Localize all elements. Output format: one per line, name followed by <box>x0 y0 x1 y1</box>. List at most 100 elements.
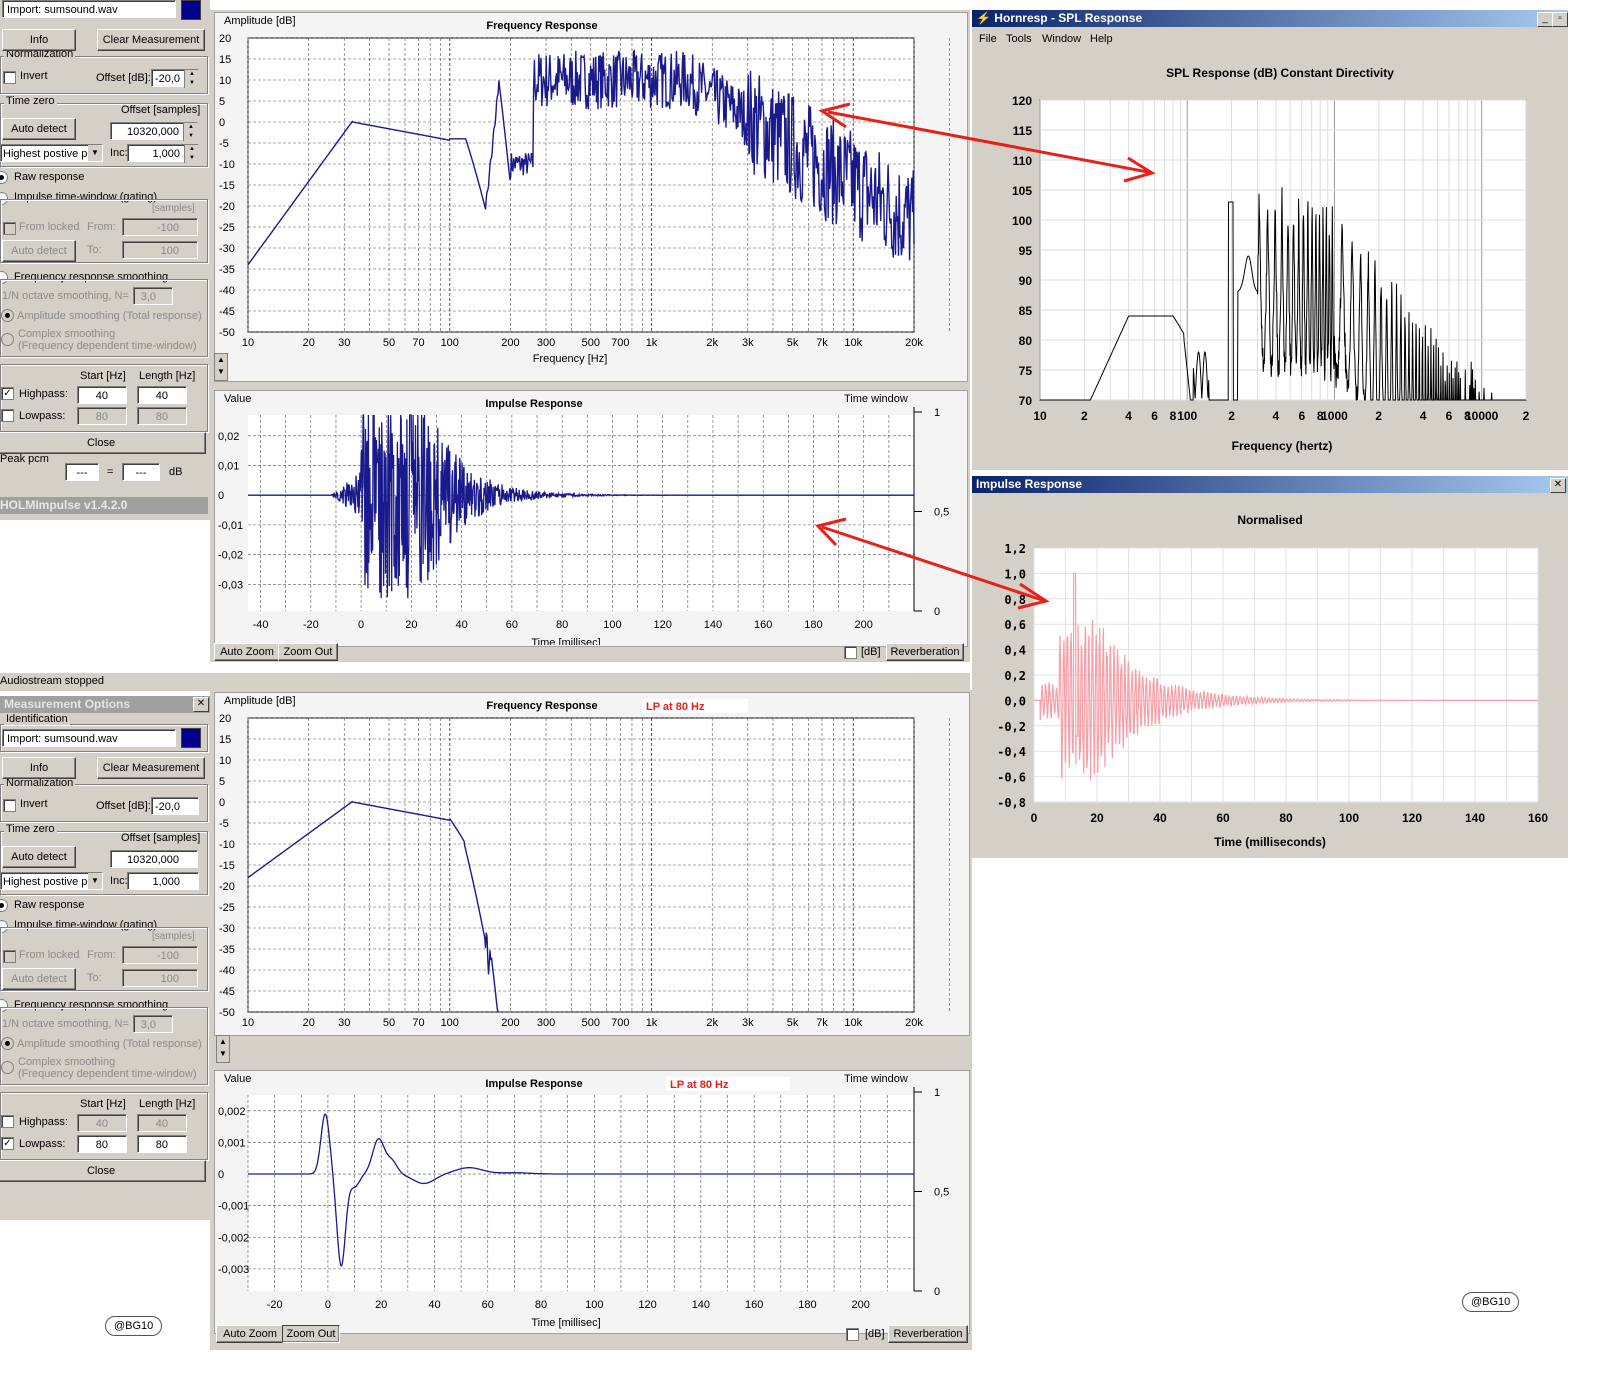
hp-length-field-2[interactable]: 40 <box>137 1114 187 1132</box>
freq-smoothing-radio[interactable] <box>0 271 8 284</box>
identification-label: Identification <box>4 713 70 725</box>
x-tick-label: 3k <box>742 337 754 349</box>
lp-length-field-2[interactable]: 80 <box>137 1135 187 1153</box>
auto-zoom-button[interactable]: Auto Zoom <box>214 643 280 661</box>
reverberation-button-2[interactable]: Reverberation <box>888 1325 968 1343</box>
db-check-label-2: [dB] <box>865 1328 885 1340</box>
y-tick-label: 20 <box>219 713 231 725</box>
lowpass-checkbox-2[interactable]: ✓ <box>1 1137 14 1150</box>
from-locked-checkbox[interactable] <box>3 222 16 235</box>
raw-response-radio-2[interactable] <box>0 899 8 912</box>
x-tick-label: 160 <box>1528 811 1548 825</box>
x-tick-label: 4 <box>1420 409 1427 423</box>
color-swatch-2[interactable] <box>181 728 201 748</box>
close-button-2[interactable]: Close <box>0 1160 206 1182</box>
peak-mode-select-2[interactable]: Highest postive pe <box>0 872 103 890</box>
auto-detect-gating-button[interactable]: Auto detect <box>2 240 76 262</box>
lp-start-field[interactable]: 80 <box>77 407 127 425</box>
scroll-arrows[interactable]: ▲ ▼ <box>214 353 228 381</box>
auto-zoom-button-2[interactable]: Auto Zoom <box>216 1325 284 1343</box>
inc-field-2[interactable]: 1,000 <box>127 872 199 890</box>
right-tick-label: 0,5 <box>934 1187 949 1199</box>
invert-checkbox-2[interactable] <box>3 799 16 812</box>
zoom-out-button[interactable]: Zoom Out <box>278 643 338 661</box>
peak-mode-select[interactable]: Highest postive pe <box>0 144 103 162</box>
chevron-down-icon[interactable]: ▼ <box>88 873 102 889</box>
info-button[interactable]: Info <box>2 29 76 51</box>
from-locked-checkbox-2[interactable] <box>3 950 16 963</box>
x-tick-label: 120 <box>653 619 671 631</box>
close-icon[interactable]: ✕ <box>193 697 209 712</box>
x-tick-label: 60 <box>482 1299 494 1311</box>
highpass-checkbox-2[interactable] <box>1 1115 14 1128</box>
y-tick-label: 0,002 <box>218 1106 246 1118</box>
lp-start-field-2[interactable]: 80 <box>77 1135 127 1153</box>
x-axis-label: Time [millisec] <box>531 637 600 645</box>
hp-start-field-2[interactable]: 40 <box>77 1114 127 1132</box>
hp-length-field[interactable]: 40 <box>137 386 187 404</box>
color-swatch[interactable] <box>181 0 201 20</box>
import-field[interactable]: Import: sumsound.wav <box>2 0 176 18</box>
y-tick-label: -15 <box>219 860 235 872</box>
to-field[interactable]: 100 <box>122 241 198 259</box>
scroll-arrows-2[interactable]: ▲ ▼ <box>216 1035 230 1063</box>
x-tick-label: 40 <box>428 1299 440 1311</box>
from-field-2[interactable]: -100 <box>122 946 198 964</box>
hornresp-impulse-chart: Normalised 1,2 1,0 0,8 0,6 0,4 0,2 0,0 -0,2 -0,4 -… <box>997 513 1548 849</box>
complex-smoothing-radio-2[interactable] <box>1 1061 14 1074</box>
freq-smoothing-label: Frequency response smoothing <box>14 271 169 283</box>
zoom-out-button-2[interactable]: Zoom Out <box>282 1325 340 1343</box>
hp-start-field[interactable]: 40 <box>77 386 127 404</box>
invert-checkbox[interactable] <box>3 71 16 84</box>
offset-samples-spinner[interactable]: ▲ ▼ <box>183 123 198 141</box>
complex-smoothing-radio[interactable] <box>1 333 14 346</box>
minimize-icon[interactable]: _ <box>1537 12 1553 27</box>
restore-icon[interactable]: ▫ <box>1552 12 1568 27</box>
offset-samples-field[interactable]: 10320,000 <box>110 122 198 140</box>
from-locked-label-2: From locked <box>19 949 80 961</box>
menu-help[interactable]: Help <box>1090 33 1113 45</box>
normalization-label-2: Normalization <box>4 777 76 789</box>
auto-detect-gating-button-2[interactable]: Auto detect <box>2 968 76 990</box>
from-field[interactable]: -100 <box>122 218 198 236</box>
import-field-2[interactable]: Import: sumsound.wav <box>2 729 176 747</box>
highpass-checkbox[interactable]: ✓ <box>1 387 14 400</box>
close-icon[interactable]: ✕ <box>1550 478 1566 493</box>
freq-smoothing-label-2: Frequency response smoothing <box>14 999 169 1011</box>
menu-file[interactable]: File <box>979 33 997 45</box>
db-checkbox-2[interactable] <box>846 1328 859 1341</box>
auto-detect-button[interactable]: Auto detect <box>2 118 76 140</box>
freq-smoothing-radio-2[interactable] <box>0 999 8 1012</box>
offset-db-field-2[interactable]: -20,0 <box>151 797 199 815</box>
samples-label-2: [samples] <box>152 931 195 942</box>
amp-smoothing-radio[interactable] <box>1 309 14 322</box>
db-checkbox[interactable] <box>844 646 857 659</box>
auto-detect-button-2[interactable]: Auto detect <box>2 846 76 868</box>
lowpass-checkbox[interactable] <box>1 409 14 422</box>
x-tick-label: 50 <box>383 337 395 349</box>
offset-samples-field-2[interactable]: 10320,000 <box>110 850 198 868</box>
y-tick-label: 5 <box>219 776 225 788</box>
reverberation-button[interactable]: Reverberation <box>886 643 964 661</box>
menu-window[interactable]: Window <box>1042 33 1082 45</box>
octave-field-2[interactable]: 3,0 <box>133 1015 173 1033</box>
impulse-window-radio[interactable] <box>0 192 8 205</box>
x-tick-label: 5k <box>787 337 799 349</box>
raw-response-radio[interactable] <box>0 171 8 184</box>
clear-measurement-button[interactable]: Clear Measurement <box>97 29 205 51</box>
inc-spinner[interactable]: ▲ ▼ <box>184 145 199 163</box>
lp-length-field[interactable]: 80 <box>137 407 187 425</box>
menu-tools[interactable]: Tools <box>1006 33 1032 45</box>
impulse-window-radio-2[interactable] <box>0 920 8 933</box>
clear-measurement-button-2[interactable]: Clear Measurement <box>97 757 205 779</box>
octave-field[interactable]: 3,0 <box>133 287 173 305</box>
info-button-2[interactable]: Info <box>2 757 76 779</box>
x-tick-label: 6 <box>1151 409 1158 423</box>
to-field-2[interactable]: 100 <box>122 969 198 987</box>
close-button[interactable]: Close <box>0 432 206 454</box>
inc-field[interactable]: 1,000 <box>127 144 199 162</box>
offset-db-spinner[interactable]: ▲ ▼ <box>184 70 199 88</box>
amp-smoothing-radio-2[interactable] <box>1 1037 14 1050</box>
chevron-down-icon[interactable]: ▼ <box>88 145 102 161</box>
chart-title: Normalised <box>1237 513 1302 527</box>
